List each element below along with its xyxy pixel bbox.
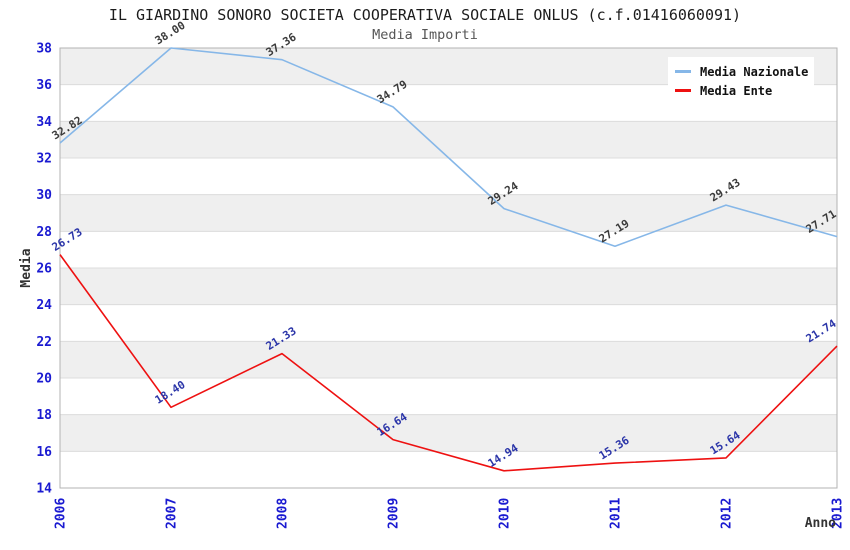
y-tick-label: 28 [36, 225, 52, 240]
plot-band [60, 121, 837, 158]
y-tick-label: 30 [36, 188, 52, 203]
x-tick-label: 2008 [276, 498, 291, 529]
y-tick-label: 38 [36, 42, 52, 57]
plot-band [60, 414, 837, 452]
y-tick-label: 26 [36, 262, 52, 277]
x-tick-label: 2010 [498, 498, 513, 529]
y-tick-label: 22 [36, 335, 52, 350]
y-tick-label: 36 [36, 78, 52, 93]
x-tick-label: 2012 [720, 498, 735, 529]
plot-band [60, 268, 837, 305]
x-axis-title: Anno [805, 516, 836, 531]
plot-band [60, 194, 837, 232]
chart-subtitle: Media Importi [372, 27, 478, 43]
series-line-media-ente [59, 254, 838, 472]
y-tick-label: 18 [36, 408, 52, 423]
series-line-media-nazionale [59, 47, 838, 247]
legend-item-media-ente: Media Ente [675, 81, 814, 100]
y-tick-label: 32 [36, 152, 52, 167]
x-tick-label: 2013 [831, 498, 846, 529]
y-tick-label: 34 [36, 115, 52, 130]
legend-line-swatch-ente [675, 89, 691, 92]
legend-label-media-nazionale: Media Nazionale [700, 64, 809, 79]
legend-item-media-nazionale: Media Nazionale [675, 62, 814, 81]
y-tick-label: 14 [36, 482, 52, 497]
y-axis-title: Media [19, 248, 34, 287]
x-tick-label: 2007 [165, 498, 180, 529]
point-label: 38.00 [153, 19, 188, 48]
y-tick-label: 20 [36, 372, 52, 387]
legend-line-swatch-nazionale [675, 70, 691, 73]
x-tick-label: 2006 [54, 498, 69, 529]
y-tick-label: 16 [36, 445, 52, 460]
y-tick-label: 24 [36, 298, 52, 313]
chart-title: IL GIARDINO SONORO SOCIETA COOPERATIVA S… [108, 6, 742, 24]
x-tick-label: 2011 [609, 498, 624, 529]
plot-frame [59, 47, 838, 489]
plot-band [60, 341, 837, 378]
x-tick-label: 2009 [387, 498, 402, 529]
legend-label-media-ente: Media Ente [700, 83, 773, 98]
legend: Media Nazionale Media Ente [668, 57, 814, 105]
